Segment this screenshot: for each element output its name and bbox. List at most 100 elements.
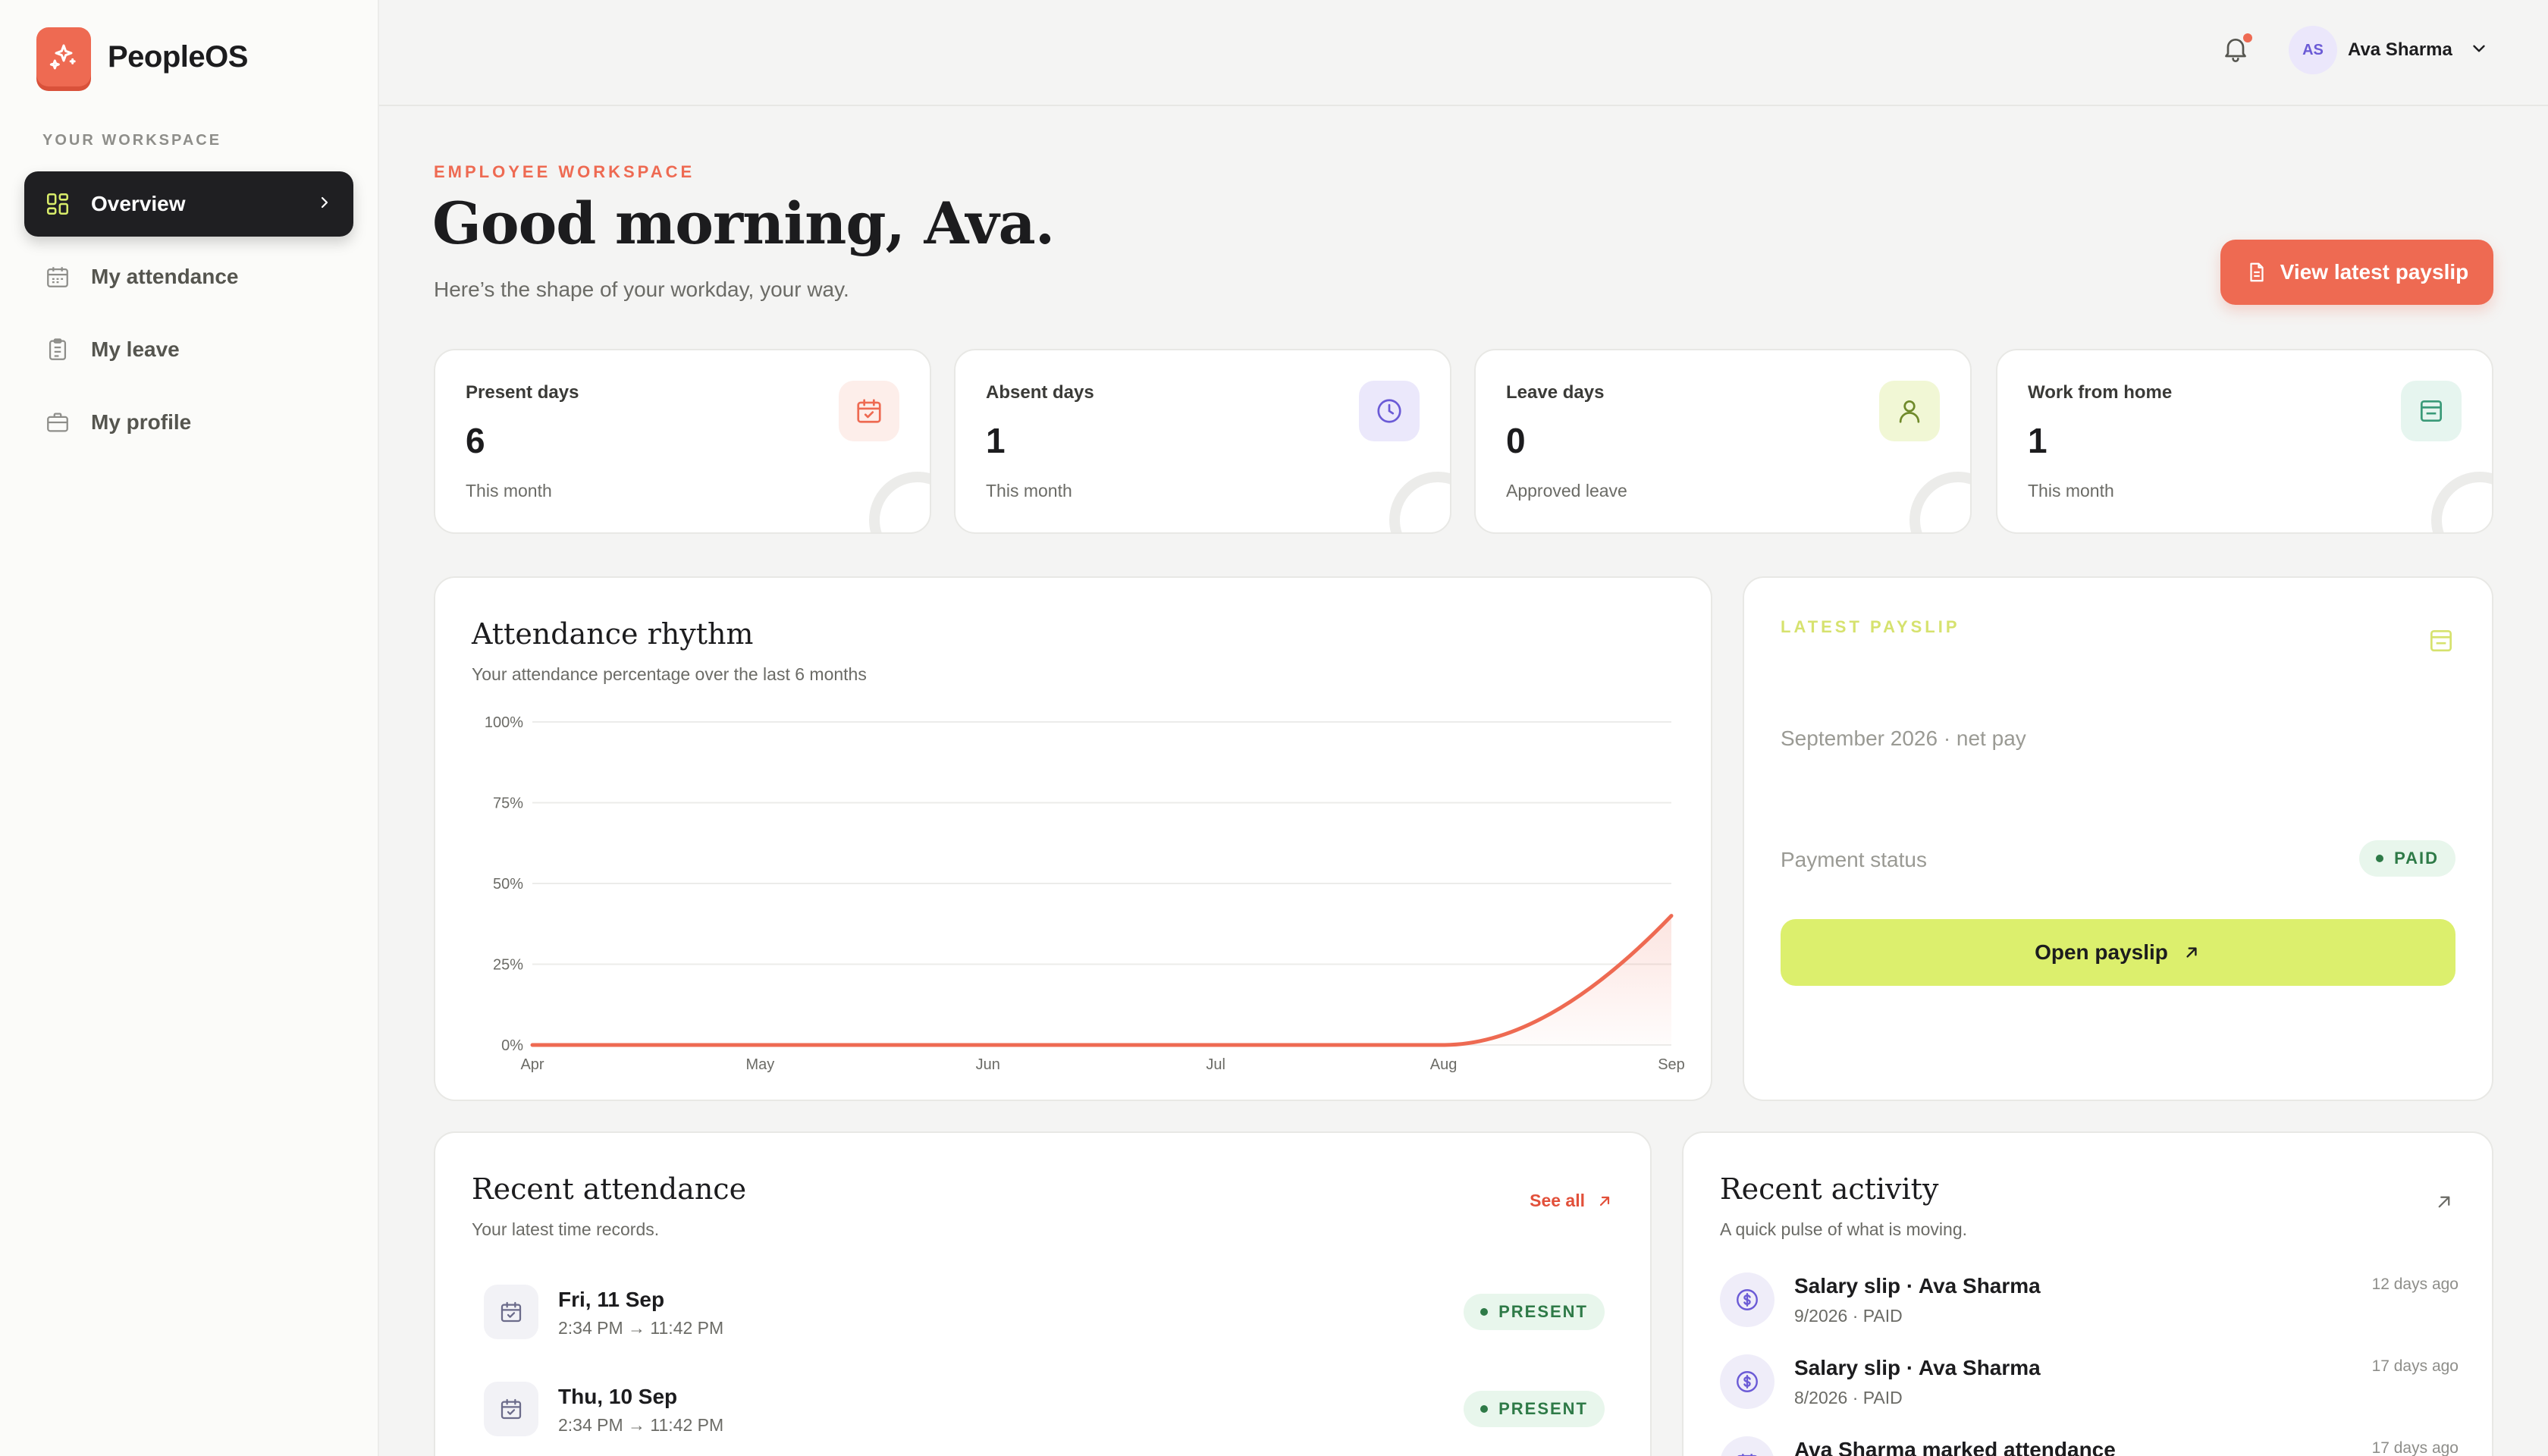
latest-payslip-card: LATEST PAYSLIP September 2026 · net pay … xyxy=(1743,576,2493,1101)
payslip-period: September 2026 · net pay xyxy=(1781,726,2026,750)
status-text: PAID xyxy=(2394,849,2439,868)
status-dot xyxy=(1480,1308,1489,1316)
document-icon xyxy=(2245,261,2268,284)
payslip-inbox-icon xyxy=(2427,626,2455,659)
attendance-time: 2:34 PM → 11:42 PM xyxy=(558,1318,724,1338)
decorative-ring xyxy=(1909,472,1970,532)
stat-card-present-days: Present days 6 This month xyxy=(434,349,931,534)
decorative-ring xyxy=(1389,472,1450,532)
recent-attendance-card: Recent attendance Your latest time recor… xyxy=(434,1131,1652,1456)
attendance-day: Thu, 10 Sep xyxy=(558,1385,678,1408)
chart-title: Attendance rhythm xyxy=(472,617,754,651)
section-title: Recent activity xyxy=(1720,1172,1939,1206)
y-tick-label: 25% xyxy=(493,957,523,974)
stat-note: This month xyxy=(466,481,552,500)
attendance-text: Fri, 11 Sep 2:34 PM → 11:42 PM xyxy=(558,1285,723,1338)
x-tick-label: Aug xyxy=(1430,1056,1458,1073)
x-tick-label: Jun xyxy=(976,1056,1000,1073)
stat-value: 1 xyxy=(986,421,1006,460)
sidebar-nav: Overview My attendance My leave xyxy=(24,171,353,463)
attendance-time: 2:34 PM → 11:42 PM xyxy=(558,1415,724,1435)
status-badge: PRESENT xyxy=(1464,1391,1605,1427)
sidebar-item-my-leave[interactable]: My leave xyxy=(24,317,353,382)
activity-title: Ava Sharma marked attendance xyxy=(1794,1438,2116,1456)
attendance-chart: 0% 25% 50% 75% 100% Apr May Jun Jul Aug Sep xyxy=(485,714,1685,1073)
activity-time: 17 days ago xyxy=(2371,1439,2459,1456)
activity-text: Salary slip · Ava Sharma 9/2026 · PAID xyxy=(1794,1272,2041,1326)
dollar-icon xyxy=(1720,1272,1774,1327)
activity-list: Salary slip · Ava Sharma 9/2026 · PAID 1… xyxy=(1720,1272,2459,1456)
activity-time: 12 days ago xyxy=(2371,1276,2459,1293)
see-all-link[interactable]: See all xyxy=(1530,1191,1614,1211)
sparkle-logo-icon xyxy=(36,27,91,86)
sidebar-item-overview[interactable]: Overview xyxy=(24,171,353,237)
grid-icon xyxy=(44,190,71,218)
clock-icon xyxy=(1359,381,1420,441)
dollar-icon xyxy=(1720,1354,1774,1409)
decorative-ring xyxy=(869,472,930,532)
activity-title: Salary slip · Ava Sharma xyxy=(1794,1274,2041,1298)
notifications-button[interactable] xyxy=(2220,33,2254,67)
arrow-up-right-icon[interactable] xyxy=(2433,1191,2455,1217)
briefcase-icon xyxy=(44,409,71,436)
arrow-up-right-icon xyxy=(2182,943,2201,962)
open-payslip-button[interactable]: Open payslip xyxy=(1781,919,2455,986)
page-subtitle: Here’s the shape of your workday, your w… xyxy=(434,278,849,301)
status-badge: PAID xyxy=(2359,840,2455,877)
payment-status-label: Payment status xyxy=(1781,848,1927,871)
user-menu[interactable]: AS Ava Sharma xyxy=(2289,26,2489,74)
calendar-icon xyxy=(1720,1436,1774,1456)
calendar-icon xyxy=(44,263,71,290)
section-title: Recent attendance xyxy=(472,1172,747,1206)
list-item[interactable]: Thu, 10 Sep 2:34 PM → 11:42 PM PRESENT xyxy=(484,1382,1605,1456)
attendance-day: Fri, 11 Sep xyxy=(558,1288,665,1311)
bell-icon xyxy=(2225,39,2246,62)
calendar-check-icon xyxy=(839,381,899,441)
view-latest-payslip-button[interactable]: View latest payslip xyxy=(2220,240,2493,305)
series-line xyxy=(530,914,1674,1047)
stat-value: 0 xyxy=(1506,421,1526,460)
attendance-text: Thu, 10 Sep 2:34 PM → 11:42 PM xyxy=(558,1382,723,1436)
activity-title: Salary slip · Ava Sharma xyxy=(1794,1356,2041,1379)
y-tick-label: 100% xyxy=(485,714,523,731)
sidebar-item-my-profile[interactable]: My profile xyxy=(24,390,353,455)
sidebar-item-label: My profile xyxy=(91,410,192,434)
sidebar-item-label: My attendance xyxy=(91,265,239,288)
list-item[interactable]: Fri, 11 Sep 2:34 PM → 11:42 PM PRESENT xyxy=(484,1285,1605,1382)
status-dot xyxy=(2376,855,2384,862)
section-subtitle: A quick pulse of what is moving. xyxy=(1720,1219,1967,1239)
status-badge: PRESENT xyxy=(1464,1294,1605,1330)
sidebar-caption: YOUR WORKSPACE xyxy=(42,132,222,149)
list-item[interactable]: Ava Sharma marked attendance 17 days ago xyxy=(1720,1436,2459,1456)
x-tick-label: Apr xyxy=(520,1056,544,1073)
y-tick-label: 0% xyxy=(501,1037,523,1054)
see-all-label: See all xyxy=(1530,1191,1585,1210)
sidebar-item-label: My leave xyxy=(91,337,180,361)
user-icon xyxy=(1879,381,1940,441)
decorative-ring xyxy=(2431,472,2492,532)
stat-note: This month xyxy=(2028,481,2114,500)
stat-label: Leave days xyxy=(1506,382,1605,403)
y-tick-label: 50% xyxy=(493,876,523,893)
stat-card-absent-days: Absent days 1 This month xyxy=(954,349,1451,534)
list-item[interactable]: Salary slip · Ava Sharma 8/2026 · PAID 1… xyxy=(1720,1354,2459,1436)
brand[interactable]: PeopleOS xyxy=(36,27,248,86)
stat-value: 6 xyxy=(466,421,485,460)
inbox-icon xyxy=(2401,381,2462,441)
sidebar-item-label: Overview xyxy=(91,192,186,215)
list-item[interactable]: Salary slip · Ava Sharma 9/2026 · PAID 1… xyxy=(1720,1272,2459,1354)
stat-value: 1 xyxy=(2028,421,2048,460)
app-name: PeopleOS xyxy=(108,39,248,74)
arrow-up-right-icon xyxy=(1596,1192,1614,1210)
activity-time: 17 days ago xyxy=(2371,1357,2459,1375)
sidebar-item-my-attendance[interactable]: My attendance xyxy=(24,244,353,309)
sidebar: PeopleOS YOUR WORKSPACE Overview xyxy=(0,0,379,1456)
avatar: AS xyxy=(2289,26,2337,74)
user-name: Ava Sharma xyxy=(2348,39,2452,60)
activity-meta: 9/2026 · PAID xyxy=(1794,1306,1903,1326)
x-tick-label: Jul xyxy=(1206,1056,1225,1073)
activity-text: Salary slip · Ava Sharma 8/2026 · PAID xyxy=(1794,1354,2041,1408)
payslip-eyebrow: LATEST PAYSLIP xyxy=(1781,617,1960,636)
stat-note: Approved leave xyxy=(1506,481,1627,500)
activity-text: Ava Sharma marked attendance xyxy=(1794,1436,2116,1456)
